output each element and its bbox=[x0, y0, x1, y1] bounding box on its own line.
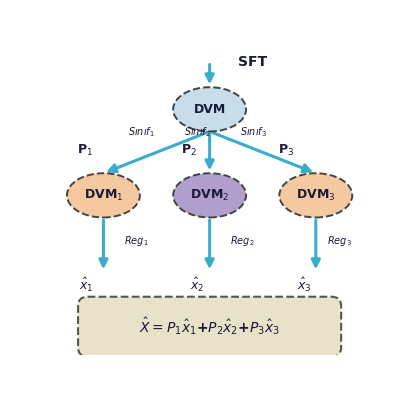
Text: P$_2$: P$_2$ bbox=[181, 143, 197, 158]
Text: SFT: SFT bbox=[238, 55, 267, 69]
Ellipse shape bbox=[173, 87, 246, 131]
Text: P$_3$: P$_3$ bbox=[278, 143, 294, 158]
Text: P$_1$: P$_1$ bbox=[77, 143, 93, 158]
Text: DVM: DVM bbox=[193, 103, 226, 116]
Text: Reg$_2$: Reg$_2$ bbox=[230, 235, 255, 249]
Text: DVM$_3$: DVM$_3$ bbox=[296, 188, 335, 203]
Text: Reg$_1$: Reg$_1$ bbox=[124, 235, 149, 249]
Text: Sınıf$_2$: Sınıf$_2$ bbox=[184, 125, 211, 139]
FancyBboxPatch shape bbox=[78, 297, 341, 357]
Text: $\hat{X} = P_1\hat{x}_1$+$P_2\hat{x}_2$+$P_3\hat{x}_3$: $\hat{X} = P_1\hat{x}_1$+$P_2\hat{x}_2$+… bbox=[139, 316, 280, 338]
Text: Sınıf$_1$: Sınıf$_1$ bbox=[128, 125, 155, 139]
Text: $\hat{x}_3$: $\hat{x}_3$ bbox=[297, 275, 312, 294]
Text: $\hat{x}_1$: $\hat{x}_1$ bbox=[79, 275, 93, 294]
Text: Sınıf$_3$: Sınıf$_3$ bbox=[240, 125, 267, 139]
Text: DVM$_2$: DVM$_2$ bbox=[190, 188, 229, 203]
Text: $\hat{x}_2$: $\hat{x}_2$ bbox=[190, 275, 204, 294]
Text: DVM$_1$: DVM$_1$ bbox=[84, 188, 123, 203]
Ellipse shape bbox=[173, 173, 246, 217]
Ellipse shape bbox=[67, 173, 140, 217]
Ellipse shape bbox=[279, 173, 352, 217]
Text: Reg$_3$: Reg$_3$ bbox=[327, 235, 352, 249]
